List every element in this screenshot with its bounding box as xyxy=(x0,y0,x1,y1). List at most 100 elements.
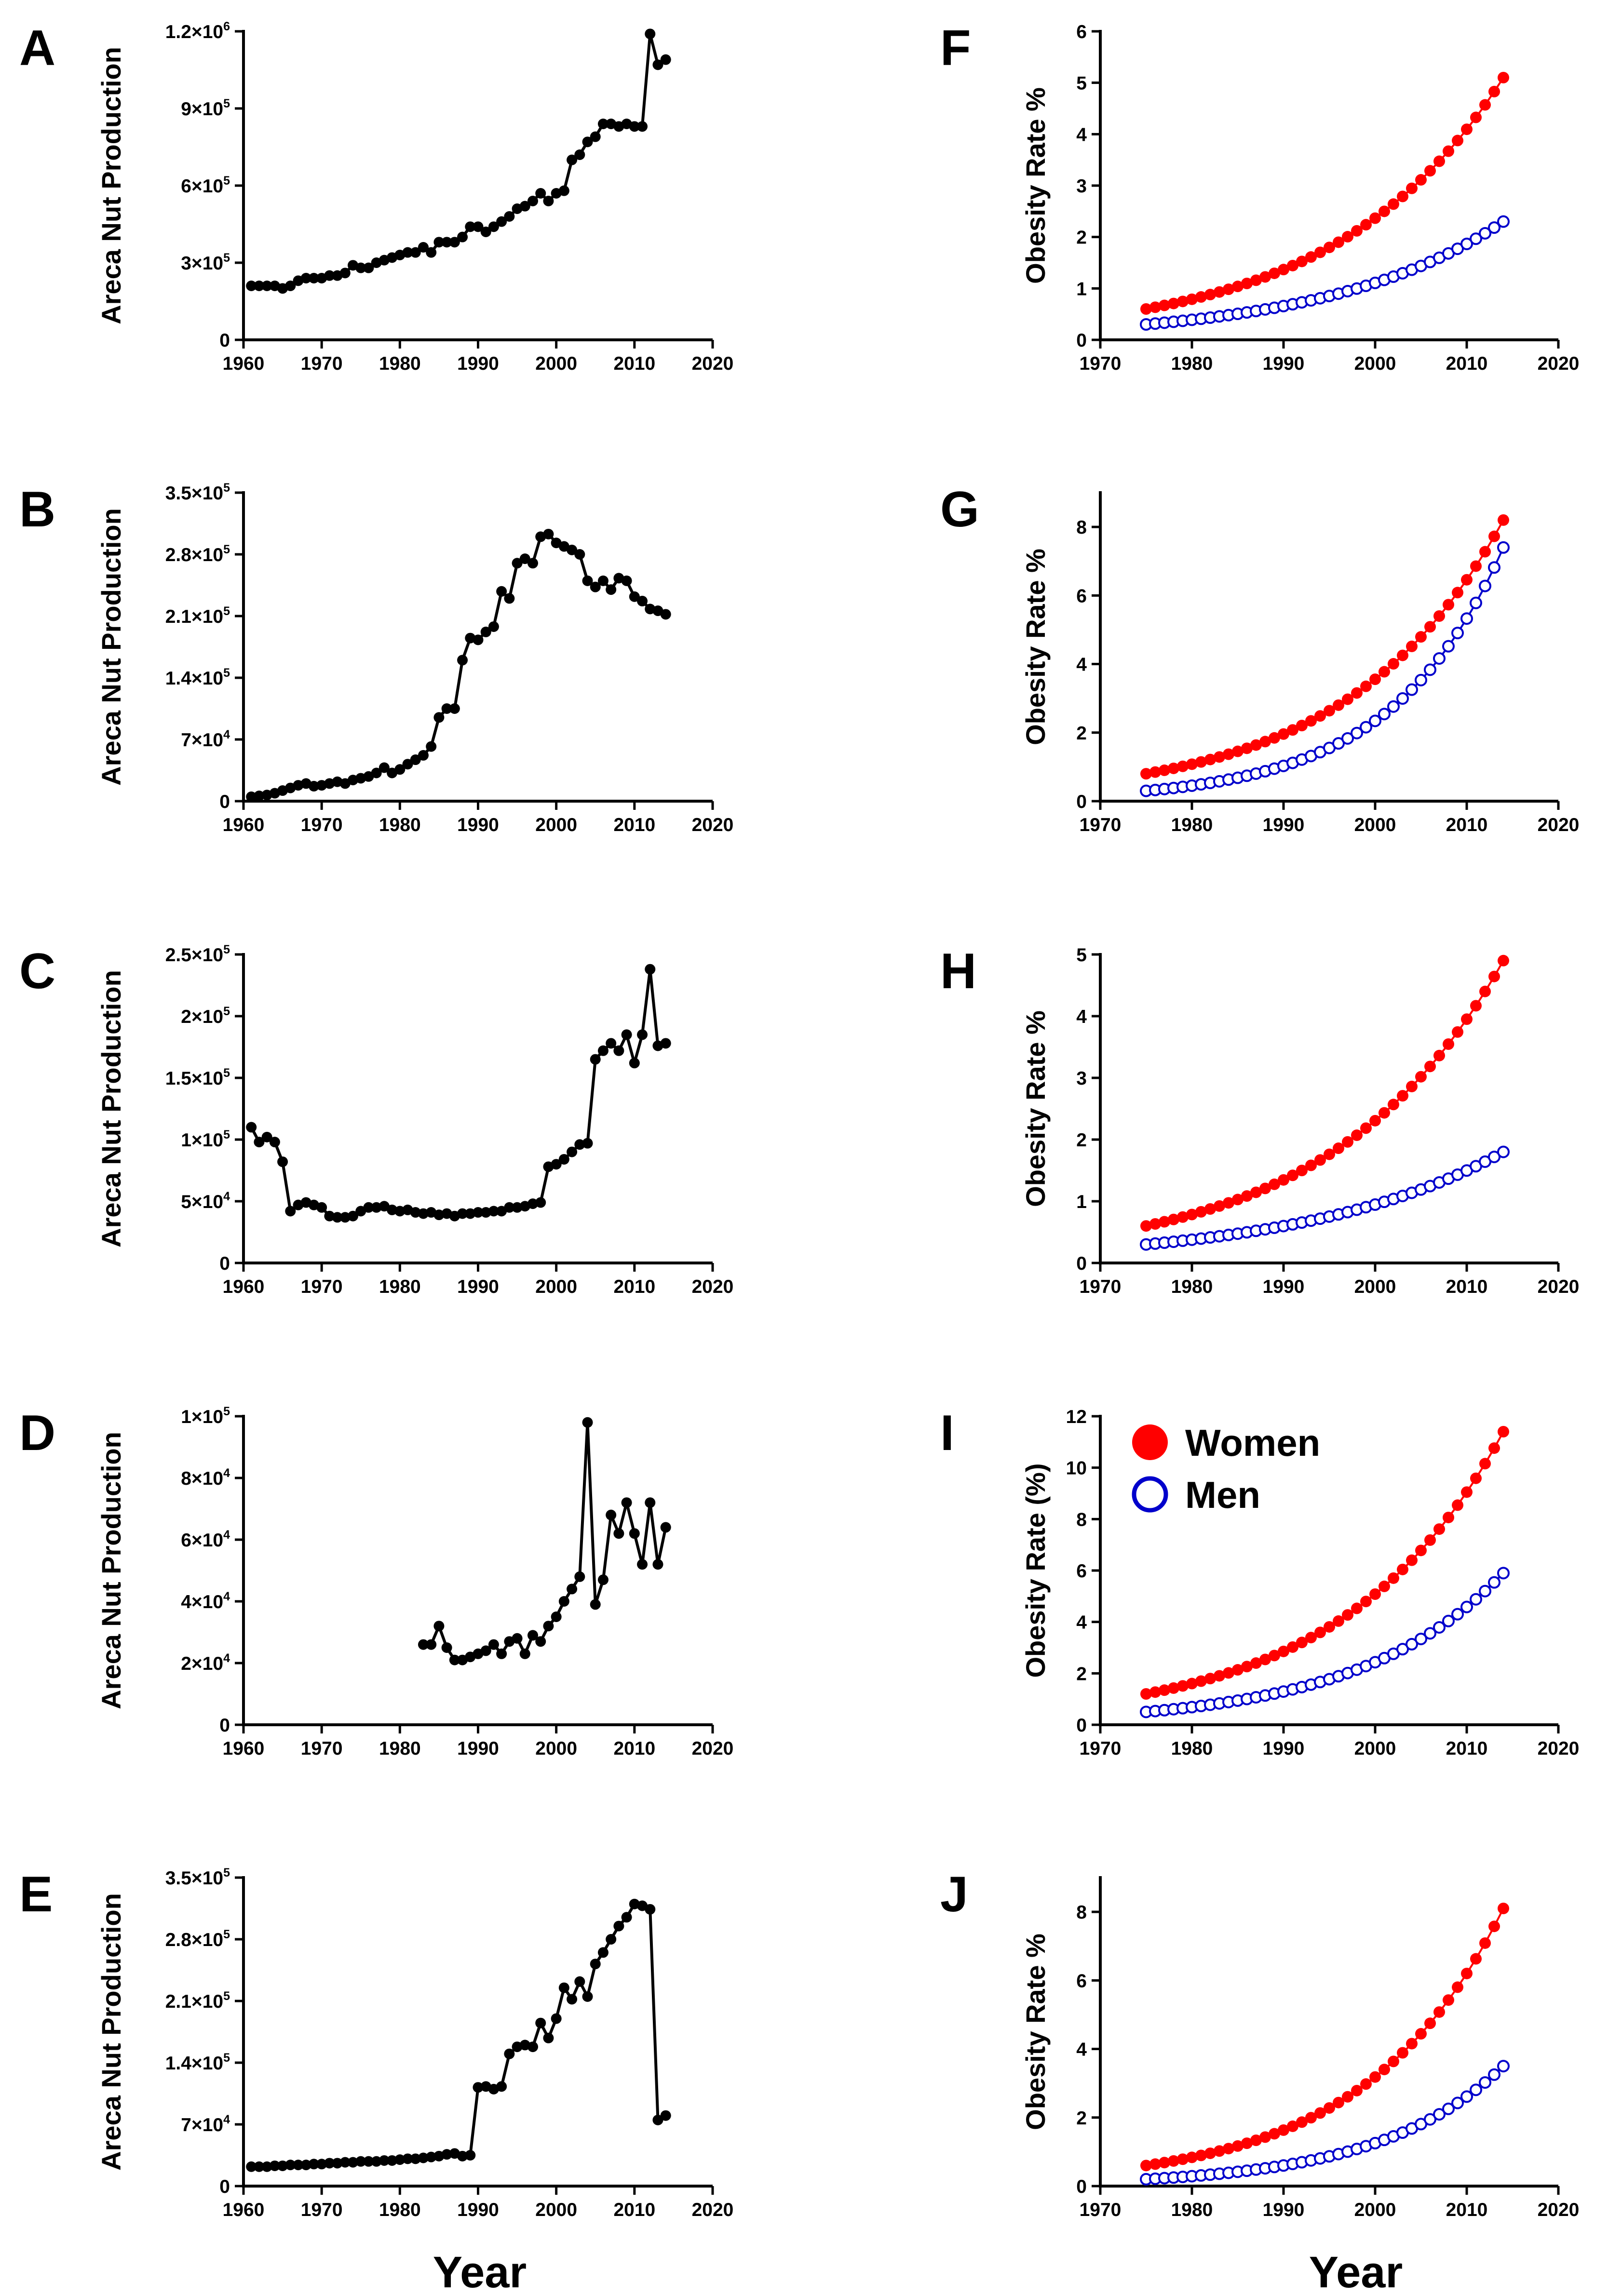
production-point xyxy=(496,2081,507,2092)
women-point xyxy=(1232,2140,1244,2152)
y-tick-label: 2×104 xyxy=(181,1652,230,1674)
production-point xyxy=(613,1045,624,1056)
women-point xyxy=(1479,1458,1491,1470)
x-tick-label: 2010 xyxy=(613,353,655,374)
x-axis-title-left: Year xyxy=(433,2248,527,2296)
production-point xyxy=(433,237,445,248)
women-point xyxy=(1443,1994,1454,2006)
y-tick-label: 12 xyxy=(1066,1407,1087,1427)
men-point xyxy=(1470,596,1482,609)
panel-label-I: I xyxy=(940,1405,954,1461)
legend-men-label: Men xyxy=(1185,1474,1260,1516)
production-point xyxy=(660,2110,671,2121)
women-point xyxy=(1424,1061,1436,1073)
women-point xyxy=(1204,2147,1216,2159)
women-point xyxy=(1479,1937,1491,1949)
production-point xyxy=(637,595,648,606)
production-point xyxy=(300,273,311,283)
production-point xyxy=(582,1991,593,2002)
women-point xyxy=(1223,1667,1234,1679)
production-point xyxy=(543,196,554,206)
men-point xyxy=(1360,721,1372,734)
women-point xyxy=(1379,1107,1390,1119)
production-point xyxy=(637,1559,648,1570)
production-point xyxy=(613,1920,624,1932)
women-point xyxy=(1269,2128,1280,2140)
men-point xyxy=(1460,1600,1473,1613)
y-tick-label: 1.2×106 xyxy=(165,20,230,42)
women-point xyxy=(1149,2158,1161,2170)
production-point xyxy=(480,626,491,637)
production-point xyxy=(465,1208,476,1219)
y-tick-label: 2×105 xyxy=(181,1005,230,1027)
women-point xyxy=(1415,1071,1427,1083)
panel-label-G: G xyxy=(940,482,979,537)
y-tick-label: 4 xyxy=(1076,1007,1087,1027)
production-point xyxy=(457,1208,468,1219)
production-point xyxy=(558,1154,569,1165)
production-point xyxy=(457,2150,468,2162)
women-point xyxy=(1351,225,1363,237)
production-point xyxy=(629,1528,640,1539)
women-point xyxy=(1397,190,1408,202)
women-point xyxy=(1241,742,1253,754)
panel-label-H: H xyxy=(940,943,976,999)
x-tick-label: 2000 xyxy=(1354,2200,1396,2220)
x-tick-label: 2010 xyxy=(1446,815,1488,835)
women-point xyxy=(1140,768,1152,780)
production-point xyxy=(339,2157,351,2168)
men-point xyxy=(1497,2060,1510,2073)
panel-label-E: E xyxy=(19,1866,53,1922)
women-point xyxy=(1259,1653,1271,1665)
production-point xyxy=(332,2158,343,2169)
production-point xyxy=(567,154,578,165)
production-point xyxy=(512,1633,523,1644)
panel-label-A: A xyxy=(19,20,55,76)
y-tick-label: 1×105 xyxy=(181,1128,230,1151)
y-tick-label: 4 xyxy=(1076,124,1087,145)
women-point xyxy=(1406,2038,1418,2050)
production-point xyxy=(316,2159,327,2170)
y-tick-label: 4 xyxy=(1076,2040,1087,2060)
women-point xyxy=(1296,255,1308,268)
women-point xyxy=(1351,1602,1363,1614)
production-point xyxy=(394,2154,406,2165)
production-point xyxy=(269,1137,280,1148)
women-point xyxy=(1452,134,1463,147)
y-tick-label: 5×104 xyxy=(181,1190,230,1212)
women-point xyxy=(1168,297,1179,309)
production-point xyxy=(261,281,272,291)
production-point xyxy=(582,136,593,148)
production-point xyxy=(645,28,656,40)
women-point xyxy=(1204,1203,1216,1215)
women-point xyxy=(1479,99,1491,111)
women-point xyxy=(1388,1099,1399,1111)
women-point xyxy=(1324,1621,1335,1633)
women-point xyxy=(1342,693,1353,705)
women-point xyxy=(1443,1511,1454,1523)
women-point xyxy=(1195,756,1207,768)
women-point xyxy=(1214,286,1225,298)
women-point xyxy=(1424,1534,1436,1546)
production-point xyxy=(504,593,515,604)
production-point xyxy=(246,1122,257,1133)
production-point xyxy=(285,1206,296,1217)
production-point xyxy=(535,2017,546,2028)
production-point xyxy=(433,1209,445,1221)
women-point xyxy=(1369,1114,1381,1127)
production-point xyxy=(449,1654,460,1665)
panel-label-B: B xyxy=(19,482,55,537)
x-tick-label: 2020 xyxy=(1538,2200,1580,2220)
men-point xyxy=(1406,683,1418,696)
men-point xyxy=(1488,1576,1500,1589)
x-tick-label: 1980 xyxy=(1171,2200,1213,2220)
women-point xyxy=(1342,231,1353,243)
production-point xyxy=(535,1636,546,1647)
production-point xyxy=(582,1138,593,1149)
y-tick-label: 1.4×105 xyxy=(165,2051,230,2074)
women-point xyxy=(1250,739,1262,751)
women-point xyxy=(1324,242,1335,254)
y-tick-label: 1.5×105 xyxy=(165,1066,230,1089)
y-axis-title: Areca Nut Production xyxy=(96,508,126,786)
